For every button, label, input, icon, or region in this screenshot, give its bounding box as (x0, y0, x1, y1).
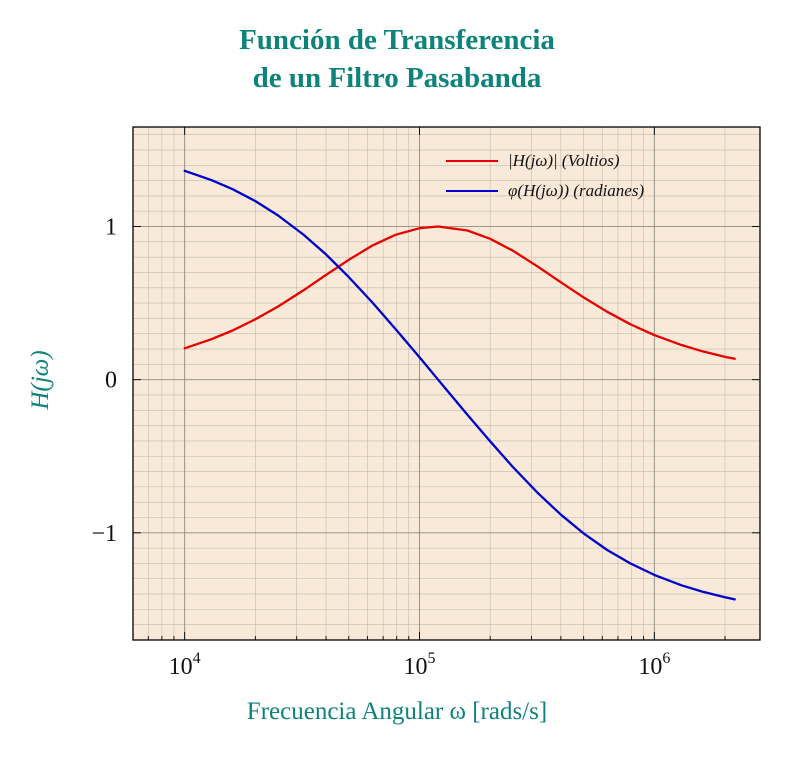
tick-marks (133, 127, 760, 640)
x-axis-tick-label: 105 (403, 650, 435, 680)
y-axis-tick-labels: 1 0 −1 (91, 215, 117, 547)
magnitude-curve (183, 225, 736, 360)
x-axis-tick-label: 104 (169, 650, 201, 680)
minor-grid (133, 127, 760, 640)
phase-legend-label: φ(H(jω)) (radianes) (508, 181, 645, 200)
legend: |H(jω)| (Voltios) φ(H(jω)) (radianes) (446, 146, 644, 206)
legend-entry: φ(H(jω)) (radianes) (446, 176, 644, 206)
y-axis-tick-label: 0 (105, 368, 117, 394)
chart-title-line2: de un Filtro Pasabanda (252, 61, 542, 94)
y-axis-tick-label: −1 (91, 521, 117, 547)
phase-legend-line (446, 190, 498, 192)
plot-background (133, 127, 760, 640)
chart-title-line1: Función de Transferencia (239, 24, 555, 56)
magnitude-legend-line (446, 160, 498, 162)
x-axis-label: Frecuencia Angular ω [rads/s] (246, 698, 548, 725)
phase-curve (183, 169, 736, 601)
plot-frame (132, 126, 761, 641)
x-axis-tick-labels: 104 105 106 (169, 650, 671, 680)
y-axis-label: H(jω) (27, 350, 54, 410)
chart-title: Función de Transferencia de un Filtro Pa… (0, 22, 794, 97)
chart-canvas: 104 105 106 1 0 −1 (91, 126, 761, 680)
legend-entry: |H(jω)| (Voltios) (446, 146, 644, 176)
x-axis-tick-label: 106 (638, 650, 670, 680)
y-axis-tick-label: 1 (105, 215, 117, 241)
magnitude-legend-label: |H(jω)| (Voltios) (508, 151, 620, 170)
